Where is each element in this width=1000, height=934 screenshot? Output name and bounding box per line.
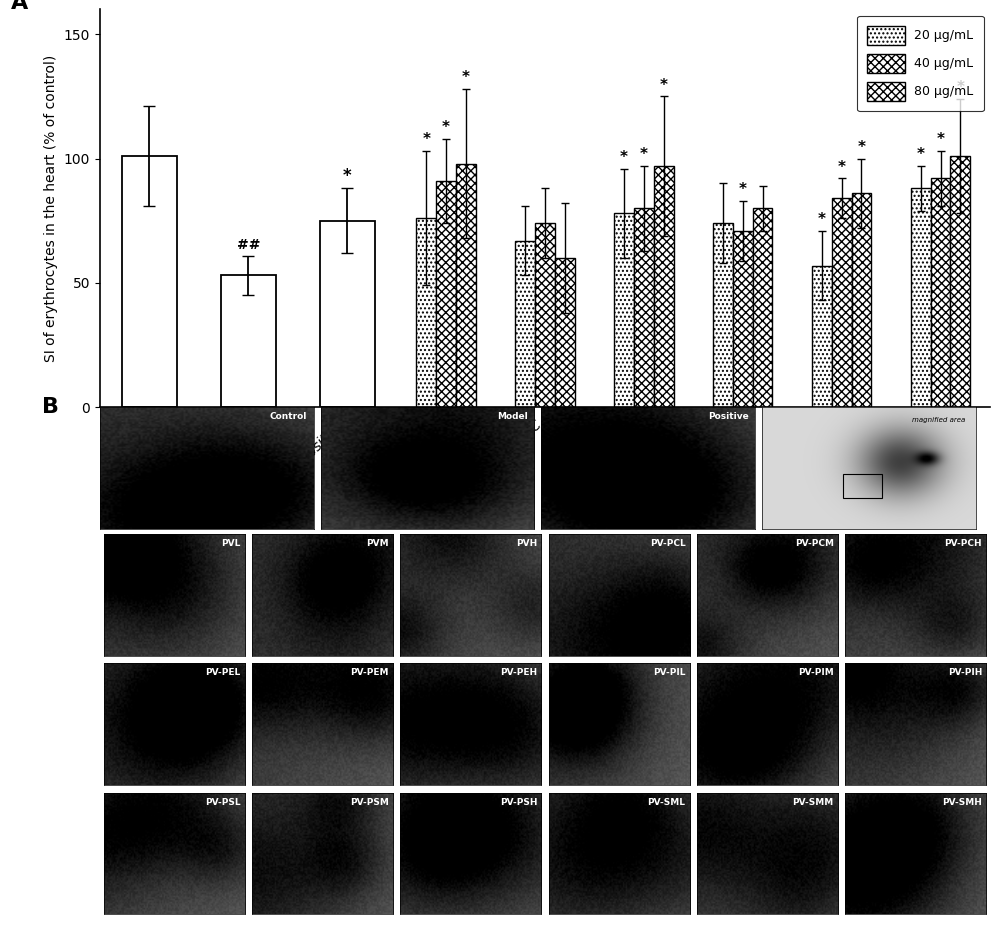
Bar: [852, 193, 871, 407]
Text: *: *: [442, 120, 450, 134]
Text: *: *: [956, 80, 964, 95]
Bar: [931, 178, 950, 407]
Y-axis label: SI of erythrocytes in the heart (% of control): SI of erythrocytes in the heart (% of co…: [44, 55, 58, 362]
Text: *: *: [462, 70, 470, 85]
Text: A: A: [11, 0, 28, 13]
Bar: [555, 258, 575, 407]
Text: *: *: [620, 149, 628, 164]
Bar: [515, 241, 535, 407]
Bar: [654, 166, 674, 407]
Text: *: *: [422, 133, 430, 148]
Bar: [733, 231, 753, 407]
Text: *: *: [660, 78, 668, 92]
Text: *: *: [857, 140, 865, 155]
Bar: [911, 189, 931, 407]
Bar: [950, 156, 970, 407]
Text: *: *: [818, 212, 826, 227]
Text: *: *: [739, 182, 747, 197]
Bar: [753, 208, 772, 407]
Bar: [832, 198, 852, 407]
Bar: [812, 265, 832, 407]
Text: *: *: [640, 148, 648, 163]
Text: *: *: [343, 166, 352, 185]
Bar: [634, 208, 654, 407]
Text: *: *: [917, 148, 925, 163]
Text: *: *: [838, 160, 846, 175]
Bar: [221, 276, 276, 407]
Bar: [456, 163, 476, 407]
Bar: [713, 223, 733, 407]
Legend: 20 μg/mL, 40 μg/mL, 80 μg/mL: 20 μg/mL, 40 μg/mL, 80 μg/mL: [857, 16, 984, 111]
Bar: [535, 223, 555, 407]
Text: *: *: [937, 133, 945, 148]
Bar: [436, 181, 456, 407]
Text: B: B: [42, 397, 59, 417]
Bar: [614, 213, 634, 407]
Bar: [320, 220, 375, 407]
Text: ##: ##: [237, 238, 260, 252]
Bar: [416, 219, 436, 407]
Bar: [122, 156, 177, 407]
